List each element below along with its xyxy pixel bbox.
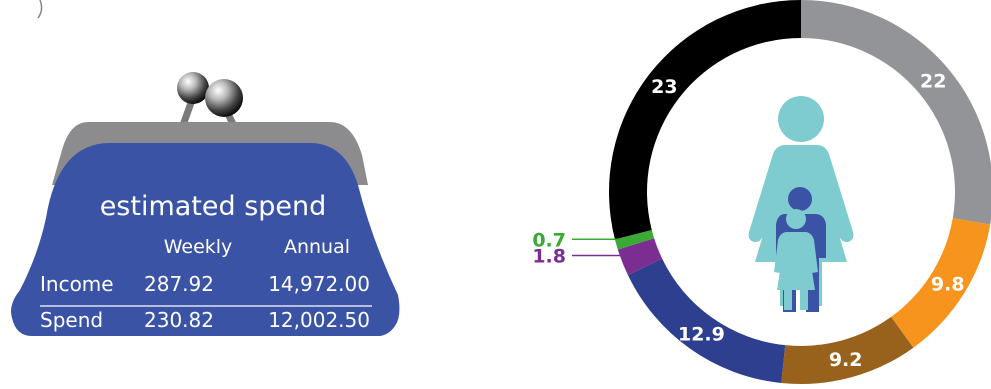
donut-label-23: 23: [651, 76, 677, 98]
donut-label-0-7: 0.7: [532, 229, 566, 251]
donut-chart: [609, 0, 991, 384]
row-balance-label: Balance: [40, 345, 120, 369]
donut-slice-9-2: [781, 316, 914, 384]
donut-slice-23: [609, 0, 801, 240]
row-balance-weekly: 57.11: [159, 345, 216, 369]
row-income-annual: 14,972.00: [268, 272, 370, 296]
family-icon: [748, 96, 854, 312]
donut-label-12-9: 12.9: [678, 323, 725, 345]
purse-body: [11, 143, 400, 336]
row-income-weekly: 287.92: [144, 272, 214, 296]
donut-label-9-8: 9.8: [931, 274, 965, 296]
weekly-header: Weekly: [164, 236, 233, 258]
row-income-label: Income: [40, 272, 114, 296]
donut-slice-1-8: [617, 238, 663, 276]
purse-icon: estimated spend Weekly Annual Income 287…: [11, 72, 400, 369]
donut-label-9-2: 9.2: [829, 349, 863, 371]
child-front-icon: [774, 209, 818, 310]
donut-labels: 22 9.8 9.2 12.9 1.80.7 23: [532, 71, 964, 372]
donut-label-22: 22: [920, 71, 946, 93]
donut-label-1-8: 1.8: [532, 246, 566, 268]
donut-slice-22: [801, 0, 991, 225]
row-balance-annual: 2,969.50: [281, 345, 370, 369]
stray-mark: [37, 0, 43, 19]
annual-header: Annual: [284, 236, 350, 258]
clasp-ball-left: [177, 72, 209, 104]
row-spend-label: Spend: [40, 308, 103, 332]
donut-slice-12-9: [627, 258, 786, 383]
purse-title: estimated spend: [100, 191, 327, 222]
row-spend-weekly: 230.82: [144, 308, 214, 332]
row-spend-annual: 12,002.50: [268, 308, 370, 332]
clasp-ball-right: [205, 79, 243, 117]
donut-slice-9-8: [891, 218, 991, 348]
